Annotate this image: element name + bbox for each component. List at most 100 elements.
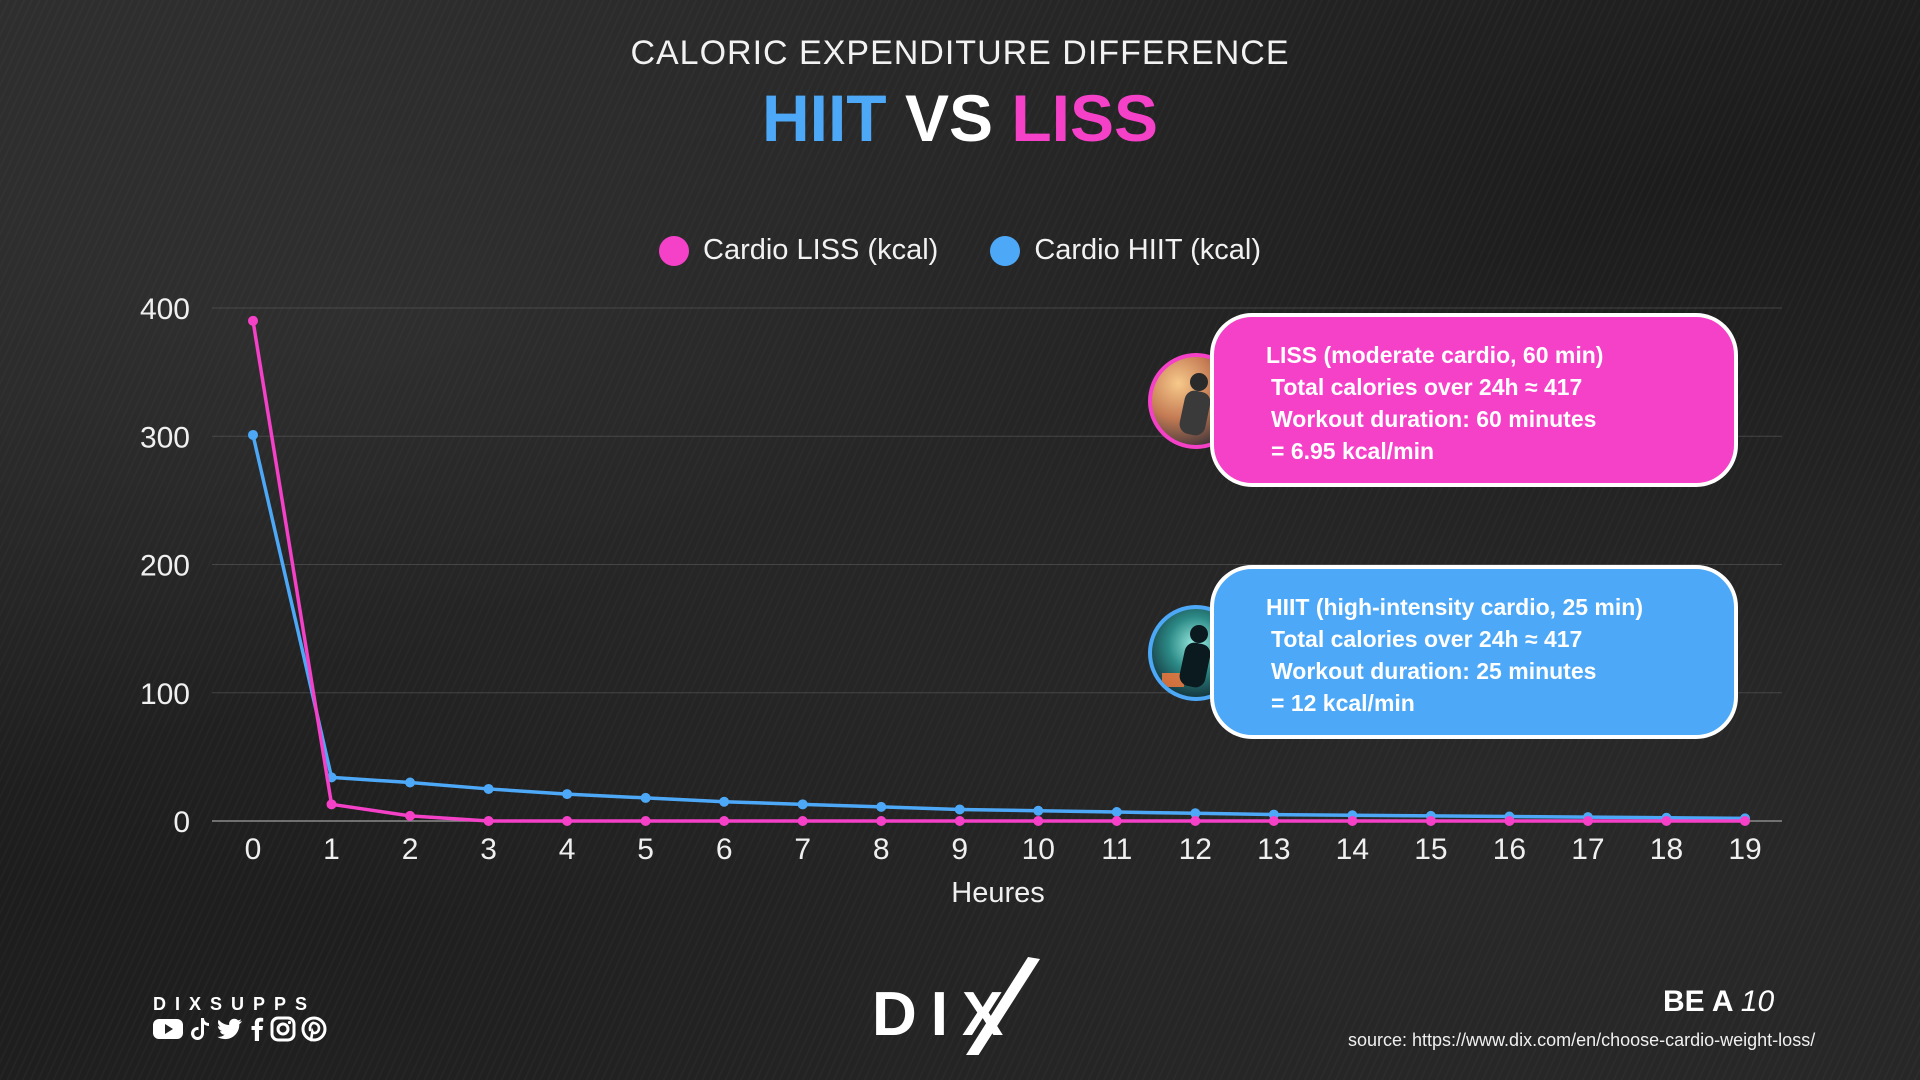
data-point-liss bbox=[954, 816, 965, 826]
runner-head-icon bbox=[1190, 373, 1208, 391]
data-point-liss bbox=[1347, 816, 1358, 826]
dix-logo: DIX bbox=[872, 955, 1052, 1055]
x-tick-label: 12 bbox=[1179, 833, 1212, 866]
data-point-hiit bbox=[719, 796, 730, 807]
y-axis-ticks: 0 100 200 300 400 bbox=[140, 293, 190, 839]
data-point-liss bbox=[1504, 816, 1515, 826]
liss-card-total: Total calories over 24h ≈ 417 bbox=[1271, 374, 1583, 400]
x-tick-label: 8 bbox=[873, 833, 890, 866]
x-tick-label: 7 bbox=[794, 833, 811, 866]
data-point-liss bbox=[326, 799, 337, 810]
x-tick-label: 17 bbox=[1571, 833, 1604, 866]
legend-label-liss: Cardio LISS (kcal) bbox=[703, 234, 939, 266]
social-icons bbox=[152, 1016, 327, 1042]
x-tick-label: 18 bbox=[1650, 833, 1683, 866]
tiktok-icon[interactable] bbox=[189, 1016, 211, 1042]
data-point-liss bbox=[1268, 816, 1279, 826]
runner-body-icon bbox=[1177, 640, 1213, 690]
data-point-liss bbox=[1033, 816, 1044, 826]
legend-item-hiit: Cardio HIIT (kcal) bbox=[990, 234, 1261, 267]
legend-dot-liss bbox=[659, 235, 689, 266]
data-point-hiit bbox=[797, 799, 808, 810]
facebook-icon[interactable] bbox=[249, 1016, 265, 1042]
runner-head-icon bbox=[1190, 625, 1208, 643]
title-liss: LISS bbox=[1011, 81, 1159, 155]
y-tick-label: 300 bbox=[140, 421, 190, 454]
twitter-icon[interactable] bbox=[216, 1016, 244, 1042]
data-point-hiit bbox=[1190, 808, 1201, 819]
liss-info-card: LISS (moderate cardio, 60 min) Total cal… bbox=[1210, 313, 1738, 487]
data-point-hiit bbox=[1033, 805, 1044, 816]
x-axis-label: Heures bbox=[951, 877, 1045, 909]
x-tick-label: 14 bbox=[1336, 833, 1369, 866]
x-tick-label: 0 bbox=[245, 833, 262, 866]
legend-dot-hiit bbox=[990, 235, 1021, 266]
data-point-liss bbox=[1425, 816, 1436, 826]
y-tick-label: 100 bbox=[140, 678, 190, 711]
hiit-card-duration: Workout duration: 25 minutes bbox=[1271, 658, 1597, 684]
liss-card-title: LISS (moderate cardio, 60 min) bbox=[1266, 342, 1604, 368]
x-tick-label: 4 bbox=[559, 833, 576, 866]
hiit-info-card: HIIT (high-intensity cardio, 25 min) Tot… bbox=[1210, 565, 1738, 739]
x-axis-ticks: 0 1 2 3 4 5 6 7 8 9 10 11 12 13 14 15 16 17 18 19 bbox=[245, 833, 1762, 866]
data-point-liss bbox=[640, 816, 651, 826]
runner-body-icon bbox=[1177, 388, 1213, 438]
data-point-hiit bbox=[1111, 807, 1122, 818]
liss-card-duration: Workout duration: 60 minutes bbox=[1271, 406, 1597, 432]
chart-legend: Cardio LISS (kcal) Cardio HIIT (kcal) bbox=[0, 234, 1920, 267]
data-point-liss bbox=[797, 816, 808, 826]
title-hiit: HIIT bbox=[761, 81, 887, 155]
data-point-liss bbox=[876, 816, 887, 826]
x-tick-label: 3 bbox=[480, 833, 497, 866]
tagline: BE A 10 bbox=[1663, 985, 1774, 1019]
x-tick-label: 9 bbox=[951, 833, 968, 866]
hiit-card-total: Total calories over 24h ≈ 417 bbox=[1271, 626, 1583, 652]
title-vs: VS bbox=[886, 81, 1012, 155]
chart-title: HIIT VS LISS bbox=[0, 80, 1920, 156]
data-point-hiit bbox=[876, 801, 887, 812]
data-point-liss bbox=[1190, 816, 1201, 826]
x-tick-label: 2 bbox=[402, 833, 419, 866]
x-tick-label: 1 bbox=[323, 833, 340, 866]
tagline-bold: BE A bbox=[1663, 985, 1741, 1018]
y-tick-label: 200 bbox=[140, 550, 190, 583]
data-point-hiit bbox=[562, 789, 573, 800]
instagram-icon[interactable] bbox=[270, 1016, 296, 1042]
hiit-card-title: HIIT (high-intensity cardio, 25 min) bbox=[1266, 594, 1643, 620]
data-point-liss bbox=[483, 816, 494, 826]
x-tick-label: 19 bbox=[1728, 833, 1761, 866]
y-tick-label: 0 bbox=[173, 806, 190, 839]
youtube-icon[interactable] bbox=[152, 1016, 184, 1042]
data-point-liss bbox=[562, 816, 573, 826]
liss-card-rate: = 6.95 kcal/min bbox=[1271, 438, 1435, 464]
x-tick-label: 6 bbox=[716, 833, 733, 866]
legend-item-liss: Cardio LISS (kcal) bbox=[659, 234, 938, 267]
data-point-hiit bbox=[483, 783, 494, 794]
brand-name: DIXSUPPS bbox=[153, 994, 317, 1014]
x-tick-label: 15 bbox=[1414, 833, 1447, 866]
tagline-italic: 10 bbox=[1740, 985, 1775, 1018]
data-point-liss bbox=[719, 816, 730, 826]
chart-subtitle: CALORIC EXPENDITURE DIFFERENCE bbox=[630, 34, 1290, 72]
hiit-card-rate: = 12 kcal/min bbox=[1271, 690, 1415, 716]
legend-label-hiit: Cardio HIIT (kcal) bbox=[1034, 234, 1261, 266]
x-tick-label: 16 bbox=[1493, 833, 1526, 866]
series-line-liss bbox=[251, 319, 1747, 823]
x-tick-label: 11 bbox=[1101, 833, 1132, 866]
data-point-liss bbox=[405, 810, 416, 821]
data-point-hiit bbox=[248, 429, 258, 440]
data-point-liss bbox=[1582, 816, 1593, 826]
pinterest-icon[interactable] bbox=[301, 1016, 327, 1042]
x-tick-label: 5 bbox=[637, 833, 654, 866]
data-point-hiit bbox=[640, 792, 651, 803]
data-point-liss bbox=[248, 315, 258, 326]
data-point-liss bbox=[1661, 816, 1672, 826]
series-line-hiit bbox=[251, 433, 1747, 821]
x-tick-label: 10 bbox=[1022, 833, 1055, 866]
data-point-liss bbox=[1111, 816, 1122, 826]
logo-slash-icon bbox=[966, 957, 1040, 1055]
data-point-hiit bbox=[954, 804, 965, 815]
x-tick-label: 13 bbox=[1257, 833, 1290, 866]
y-tick-label: 400 bbox=[140, 293, 190, 326]
